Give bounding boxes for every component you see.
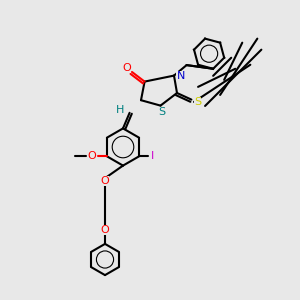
Text: O: O	[88, 151, 96, 161]
Text: O: O	[122, 63, 131, 74]
Text: S: S	[158, 106, 166, 117]
Text: O: O	[100, 176, 109, 186]
Text: S: S	[194, 97, 201, 107]
Text: H: H	[116, 105, 124, 115]
Text: O: O	[100, 225, 109, 235]
Text: N: N	[176, 70, 185, 81]
Text: I: I	[151, 151, 154, 161]
